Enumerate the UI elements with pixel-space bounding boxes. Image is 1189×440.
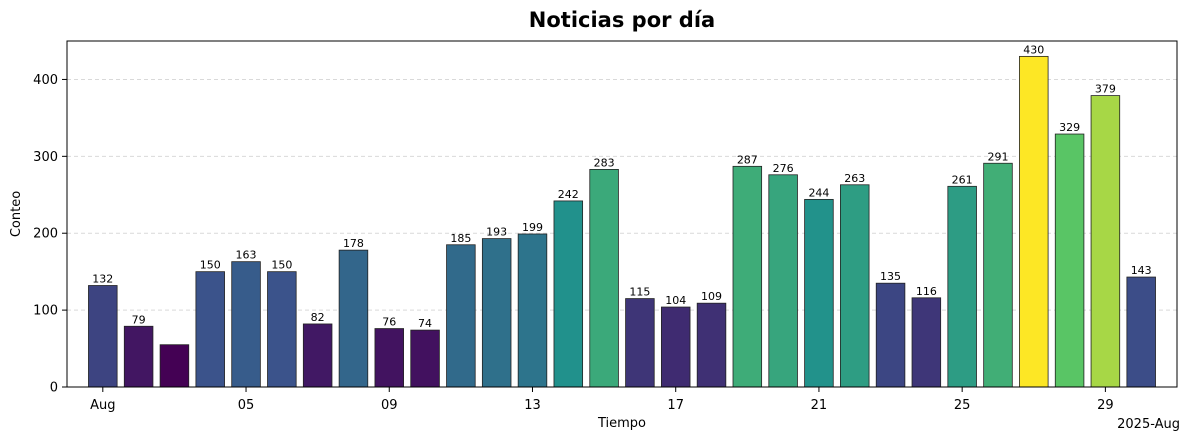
bar	[1126, 276, 1156, 388]
bar-value-label: 283	[594, 156, 615, 169]
bar-value-label: 79	[132, 313, 146, 326]
y-axis-title: Conteo	[9, 191, 24, 237]
x-tick-label: 13	[524, 398, 541, 413]
bar-value-label: 379	[1095, 83, 1116, 96]
y-tick-label: 400	[33, 73, 58, 88]
bar-value-label: 104	[665, 294, 686, 307]
bar	[123, 325, 154, 388]
bar	[983, 162, 1013, 388]
bar	[88, 285, 118, 388]
x-tick-label: 09	[381, 398, 398, 413]
bar-value-label: 329	[1059, 121, 1080, 134]
x-axis: Aug 05 09 13 17 21 25 29	[90, 387, 1114, 413]
bar	[517, 233, 548, 388]
bar-value-label: 82	[311, 311, 325, 324]
x-tick-label: 05	[238, 398, 255, 413]
bar	[911, 297, 942, 388]
bar	[481, 238, 512, 388]
bar-value-label: 291	[987, 150, 1008, 163]
bar-labels-layer: 132 79 150 163 150 82 178 76 74 185 193 199 242 283 11…	[92, 43, 1151, 330]
bar-value-label: 242	[558, 188, 579, 201]
bars-layer	[88, 55, 1156, 388]
y-tick-label: 100	[33, 304, 58, 319]
bar-value-label: 76	[382, 316, 396, 329]
bar	[660, 306, 691, 388]
bar	[875, 282, 906, 388]
x-tick-label: 29	[1097, 398, 1114, 413]
x-tick-label: Aug	[90, 398, 115, 413]
bar	[302, 323, 333, 388]
bar-value-label: 193	[486, 226, 507, 239]
bar-value-label: 263	[844, 172, 865, 185]
bar	[374, 328, 404, 388]
y-tick-label: 200	[33, 227, 58, 242]
y-axis: 0 100 200 300 400	[33, 73, 67, 396]
bar	[696, 302, 727, 388]
bar	[267, 271, 297, 388]
bar-value-label: 135	[880, 270, 901, 283]
bar-value-label: 116	[916, 285, 937, 298]
plot-frame	[66, 40, 1178, 388]
bar-value-label: 244	[808, 186, 829, 199]
bar	[1019, 55, 1049, 388]
bar	[159, 344, 190, 388]
bar	[589, 168, 619, 388]
chart-title: Noticias por día	[529, 8, 715, 32]
x-tick-label: 25	[954, 398, 971, 413]
bar-value-label: 74	[418, 317, 432, 330]
x-tick-label: 21	[811, 398, 828, 413]
bar	[553, 200, 584, 388]
x-axis-offset-label: 2025-Aug	[1117, 417, 1180, 432]
bar	[338, 249, 369, 388]
bar-value-label: 185	[450, 232, 471, 245]
bar	[947, 185, 977, 388]
bar	[446, 244, 476, 388]
bar	[840, 184, 870, 388]
bar	[625, 298, 655, 388]
y-tick-label: 0	[50, 381, 58, 396]
bar-value-label: 109	[701, 290, 722, 303]
x-tick-label: 17	[667, 398, 684, 413]
bar-value-label: 150	[271, 259, 292, 272]
bar	[195, 271, 225, 388]
bar	[1054, 133, 1085, 388]
bar-value-label: 199	[522, 221, 543, 234]
bar	[231, 261, 261, 388]
y-tick-label: 300	[33, 150, 58, 165]
bar	[804, 198, 834, 388]
bar-value-label: 276	[773, 162, 794, 175]
bar-value-label: 287	[737, 153, 758, 166]
bar-value-label: 163	[236, 249, 257, 262]
bar-value-label: 115	[629, 286, 650, 299]
bar	[1090, 95, 1121, 388]
bar-value-label: 261	[952, 173, 973, 186]
bar-value-label: 178	[343, 237, 364, 250]
bar-value-label: 132	[92, 273, 113, 286]
x-axis-title: Tiempo	[597, 416, 646, 431]
bar-value-label: 150	[200, 259, 221, 272]
bar	[410, 329, 440, 388]
bar	[732, 165, 763, 388]
bar-value-label: 430	[1023, 43, 1044, 56]
bar-value-label: 143	[1131, 264, 1152, 277]
bar	[768, 174, 798, 388]
